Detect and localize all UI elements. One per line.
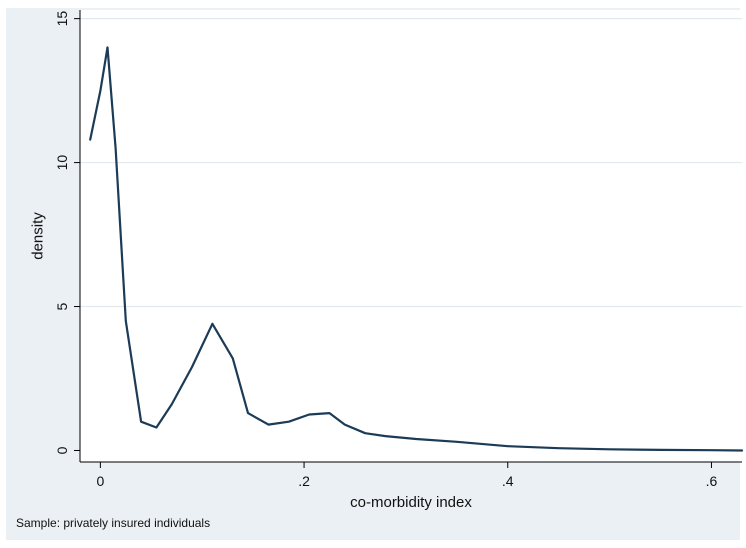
y-tick-label: 5 — [54, 302, 70, 310]
sample-note: Sample: privately insured individuals — [16, 516, 210, 530]
x-tick-label: .2 — [298, 473, 310, 489]
plot-area — [80, 10, 742, 462]
y-axis-label: density — [30, 212, 47, 260]
y-tick-label: 10 — [54, 155, 70, 171]
x-axis-label: co-morbidity index — [350, 494, 472, 511]
y-tick-label: 0 — [54, 446, 70, 454]
x-tick-label: 0 — [96, 473, 104, 489]
x-tick-label: .4 — [502, 473, 514, 489]
y-tick-label: 15 — [54, 11, 70, 27]
x-tick-label: .6 — [706, 473, 718, 489]
